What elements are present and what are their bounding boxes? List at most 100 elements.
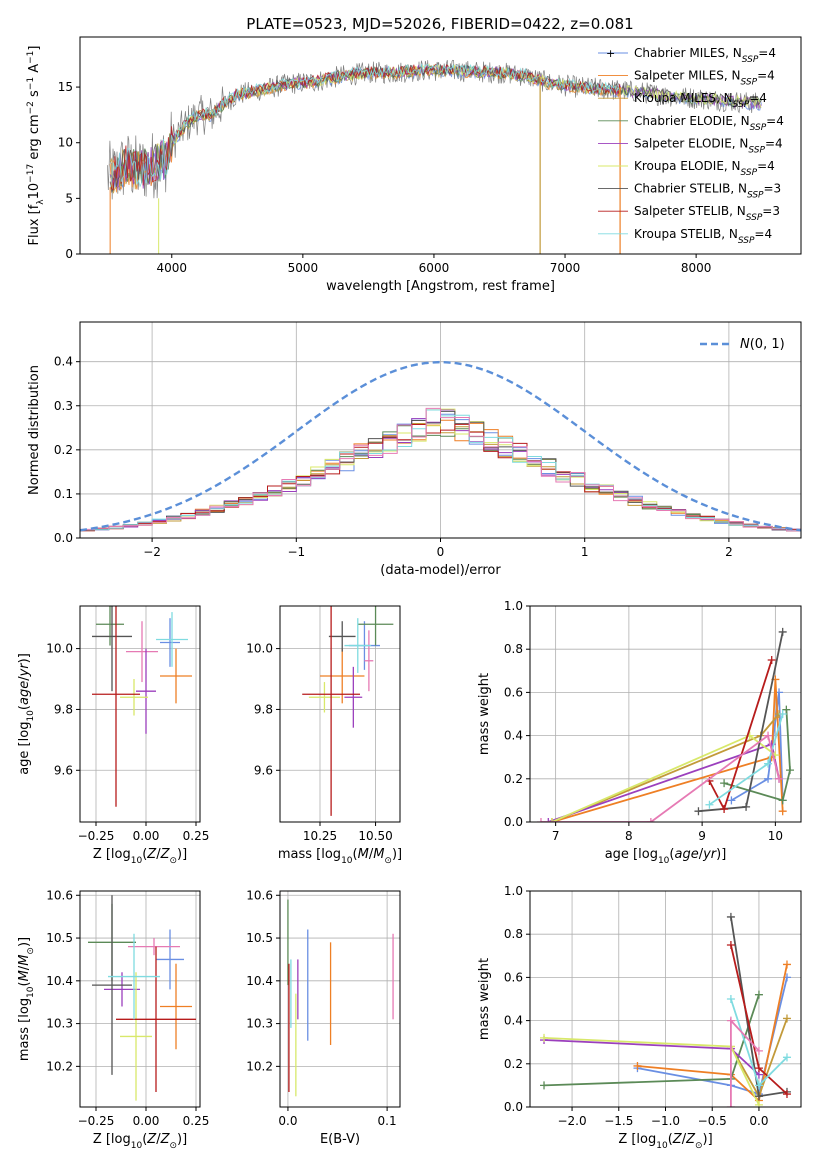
x-axis-label-part: Z: [160, 847, 171, 862]
massweight-vs-Z-lines: [540, 912, 791, 1107]
legend-entry-suffix: =4: [757, 159, 775, 173]
x-axis-label: mass [log10(M/M⊙)]: [278, 847, 402, 866]
x-axis-label-part: M: [358, 847, 369, 862]
y-axis-label-part: ]: [27, 46, 42, 51]
x-tick-label: 0.1: [378, 1114, 397, 1128]
weight-marker: [547, 818, 556, 822]
normal-distribution-curve: [80, 360, 801, 532]
y-tick-label: 1.0: [504, 599, 523, 613]
x-axis-label-part: /: [369, 847, 374, 862]
axes-frame: [529, 605, 802, 823]
weight-line-salpeter-miles: [551, 679, 784, 822]
x-tick-label: 9: [698, 829, 706, 843]
weight-marker: [694, 807, 703, 816]
y-tick-label: 0: [65, 247, 73, 261]
y-axis-label-part: erg cm: [27, 114, 42, 163]
y-axis-label-part: A: [27, 64, 42, 77]
residuals-legend: N(0, 1): [700, 337, 785, 352]
y-axis-label-part: (: [17, 705, 32, 710]
x-axis-label-part: )]: [177, 1132, 187, 1147]
age-vs-mass-errorbars: [302, 606, 394, 816]
weight-marker: [782, 1053, 791, 1062]
x-tick-label: 10.25: [303, 829, 337, 843]
age-vs-Z-panel: −0.25 0.00 0.259.69.810.0Z [log10(Z/Z⊙)]ag…: [17, 605, 209, 866]
weight-line-chabrier-elodie: [723, 709, 791, 802]
weight-marker: [633, 1061, 642, 1070]
spectrum-lines: [107, 59, 762, 254]
y-axis-label: mass [log10(M/M⊙)]: [17, 937, 36, 1061]
axes-frame: [79, 36, 802, 255]
legend-entry-args: (0, 1): [750, 337, 785, 352]
weight-marker: [720, 805, 729, 814]
legend-entry: N(0, 1): [740, 337, 785, 352]
x-axis-label-part: Z: [685, 1132, 696, 1147]
x-tick-label: 0.25: [183, 1114, 210, 1128]
x-tick-label: 0.0: [278, 1114, 297, 1128]
spectrum-panel: 4000 5000 6000 7000 8000 0 5 10 15 wavelength [An…: [26, 36, 802, 294]
model-spectrum-salpeter-elodie: [109, 64, 762, 190]
y-tick-label: 0.0: [504, 815, 523, 829]
weight-marker: [754, 990, 763, 999]
x-tick-label: 6000: [419, 261, 450, 275]
x-axis-label-part: )]: [177, 847, 187, 862]
x-tick-label: −1.0: [651, 1114, 680, 1128]
y-axis-label: Normed distribution: [27, 365, 42, 495]
legend-entry-text: Chabrier MILES, N: [634, 46, 742, 60]
y-axis-label-part: Normed distribution: [27, 365, 42, 495]
y-tick-label: 9.8: [254, 702, 273, 716]
x-axis-label-part: Z: [160, 1132, 171, 1147]
legend-entry-sub: SSP: [747, 191, 764, 201]
mass-vs-Z-errorbars: [88, 895, 196, 1101]
y-tick-label: 0.8: [504, 642, 523, 656]
y-tick-label: 9.8: [54, 702, 73, 716]
legend-entry-text: Salpeter MILES, N: [634, 69, 741, 83]
weight-marker: [778, 710, 787, 718]
mass-vs-EBV-errorbars: [287, 899, 394, 1097]
legend-entry: Kroupa STELIB, NSSP=4: [634, 227, 772, 246]
y-tick-label: 10: [58, 136, 73, 150]
legend-entry-sub: SSP: [748, 145, 765, 155]
x-axis-label: Z [log10(Z/Z⊙)]: [618, 1132, 712, 1151]
x-axis-label-part: )]: [392, 847, 402, 862]
legend-entry: Salpeter MILES, NSSP=4: [634, 69, 775, 88]
massweight-vs-age-lines: [536, 627, 795, 822]
y-axis-label-part: 10: [26, 986, 36, 998]
weight-marker: [782, 1014, 791, 1023]
x-axis-label-part: ⊙: [169, 1141, 177, 1151]
x-axis-label-part: (: [142, 847, 147, 862]
histogram-pink: [80, 407, 801, 538]
y-axis-label-part: age: [17, 681, 32, 705]
residuals-panel: −2 −1 0 1 2 0.0 0.1 0.2 0.3 0.4 (data-model)/error…: [27, 321, 802, 578]
weight-marker: [726, 1016, 735, 1025]
y-tick-label: 9.6: [254, 763, 273, 777]
model-spectrum-kroupa-elodie: [158, 62, 762, 158]
weight-marker: [782, 705, 791, 714]
y-axis-label-part: −1: [26, 51, 36, 64]
weight-marker: [742, 802, 751, 811]
x-axis-label: (data-model)/error: [380, 563, 501, 578]
x-axis-label-part: age [log: [605, 847, 658, 862]
x-tick-label: −0.25: [78, 1114, 115, 1128]
y-tick-label: 0.2: [504, 1057, 523, 1071]
y-tick-label: 0.2: [54, 443, 73, 457]
weight-marker: [726, 995, 735, 1003]
axes-frame: [279, 605, 401, 823]
legend-entry-sub: SSP: [750, 123, 767, 133]
legend-entry: Chabrier ELODIE, NSSP=4: [634, 114, 784, 133]
y-tick-label: 10.5: [246, 931, 273, 945]
x-axis-label-part: /: [156, 847, 161, 862]
legend-entry-text: Salpeter STELIB, N: [634, 204, 746, 218]
x-axis-label: wavelength [Angstrom, rest frame]: [326, 279, 555, 294]
y-axis-label-part: mass weight: [477, 958, 492, 1040]
y-tick-label: 1.0: [504, 884, 523, 898]
massweight-vs-Z-panel: −2.0 −1.5 −1.0 −0.5 0.0 0.0 0.2 0.4 0.6 0.8 1.0 Z […: [477, 884, 802, 1151]
y-tick-label: 10.2: [46, 1059, 73, 1073]
legend-entry-symbol: N: [740, 337, 750, 352]
y-axis-label-part: λ: [36, 199, 46, 205]
x-tick-label: −2: [143, 545, 161, 559]
y-axis-label-part: −17: [26, 164, 36, 183]
weight-line-pink: [541, 734, 780, 822]
weight-marker: [754, 1081, 763, 1090]
y-axis-label-part: age [log: [17, 722, 32, 775]
